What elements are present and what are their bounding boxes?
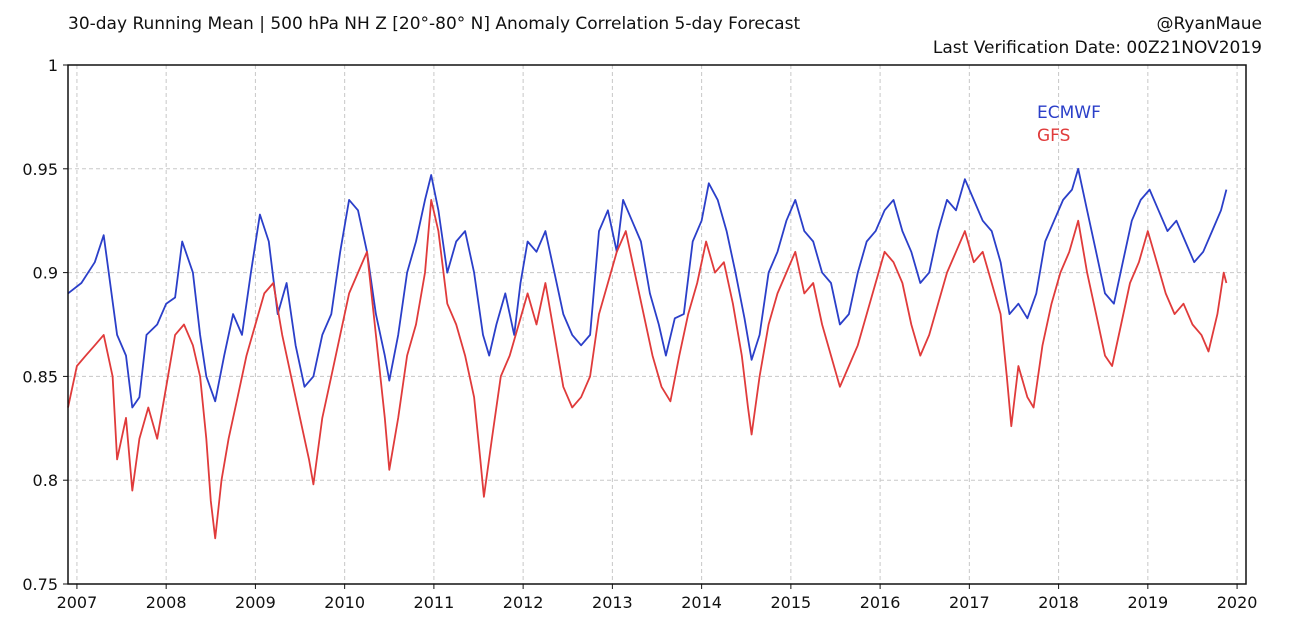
chart-title: 30-day Running Mean | 500 hPa NH Z [20°-… bbox=[68, 14, 801, 34]
x-tick-label: 2011 bbox=[414, 593, 455, 612]
verification-date: Last Verification Date: 00Z21NOV2019 bbox=[932, 38, 1262, 58]
x-axis: 2007 2008 2009 2010 2011 2012 2013 2014 2015 2016… bbox=[57, 584, 1258, 612]
x-tick-label: 2008 bbox=[146, 593, 187, 612]
x-tick-label: 2015 bbox=[771, 593, 812, 612]
series-layer bbox=[67, 167, 1228, 540]
series-line-ecmwf bbox=[67, 167, 1228, 409]
legend: ECMWF GFS bbox=[1037, 103, 1101, 146]
grid-lines bbox=[68, 65, 1246, 584]
series-line-gfs bbox=[67, 199, 1228, 540]
x-tick-label: 2007 bbox=[57, 593, 98, 612]
x-tick-label: 2009 bbox=[235, 593, 276, 612]
y-tick-label: 0.95 bbox=[22, 160, 58, 179]
x-tick-label: 2013 bbox=[592, 593, 633, 612]
x-tick-label: 2014 bbox=[681, 593, 722, 612]
x-tick-label: 2018 bbox=[1038, 593, 1079, 612]
x-tick-label: 2017 bbox=[949, 593, 990, 612]
y-tick-label: 1 bbox=[48, 56, 58, 75]
legend-label-gfs: GFS bbox=[1037, 126, 1070, 146]
y-tick-label: 0.8 bbox=[33, 471, 58, 490]
x-tick-label: 2016 bbox=[860, 593, 901, 612]
x-tick-label: 2010 bbox=[324, 593, 365, 612]
x-tick-label: 2020 bbox=[1217, 593, 1258, 612]
y-tick-label: 0.85 bbox=[22, 367, 58, 386]
plot-frame bbox=[67, 64, 1247, 585]
y-tick-label: 0.9 bbox=[33, 264, 58, 283]
legend-label-ecmwf: ECMWF bbox=[1037, 103, 1101, 123]
y-axis: 0.75 0.8 0.85 0.9 0.95 1 bbox=[22, 56, 68, 594]
y-tick-label: 0.75 bbox=[22, 575, 58, 594]
x-tick-label: 2012 bbox=[503, 593, 544, 612]
author-handle: @RyanMaue bbox=[1156, 14, 1262, 34]
x-tick-label: 2019 bbox=[1127, 593, 1168, 612]
